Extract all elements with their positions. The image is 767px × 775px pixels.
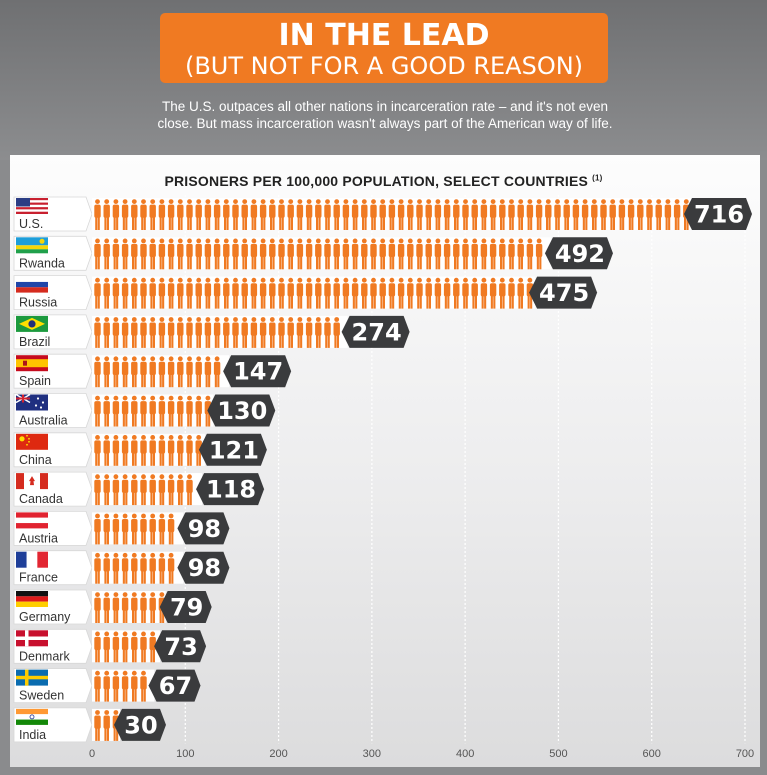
x-tick-label: 400	[456, 748, 474, 760]
country-label: France	[19, 571, 58, 585]
intro-text: The U.S. outpaces all other nations in i…	[100, 98, 670, 132]
bar-row: U.S. 716	[13, 196, 752, 232]
country-label: Russia	[19, 296, 57, 310]
country-label: Canada	[19, 492, 63, 506]
bar-row: France 98	[13, 550, 230, 586]
us-flag-icon	[16, 198, 48, 214]
bar	[92, 473, 203, 506]
country-label: Australia	[19, 414, 68, 428]
value-tag	[223, 355, 292, 388]
rwanda-flag-icon	[16, 237, 48, 254]
country-label: U.S.	[19, 217, 43, 231]
spain-flag-icon	[16, 355, 48, 372]
chart-title: PRISONERS PER 100,000 POPULATION, SELECT…	[164, 173, 603, 189]
bar-row: Brazil 274	[13, 314, 410, 350]
data-label: 716	[694, 201, 744, 229]
value-tag	[207, 394, 276, 427]
value-tag	[544, 237, 613, 270]
value-tag	[196, 473, 265, 506]
brazil-flag-icon	[16, 315, 48, 332]
bar-row: Australia 130	[13, 393, 276, 428]
country-label: Rwanda	[19, 256, 65, 270]
value-tag	[684, 198, 752, 230]
canada-flag-icon	[16, 473, 48, 490]
france-flag-icon	[16, 551, 48, 568]
value-tag	[148, 669, 201, 702]
value-tag	[154, 630, 207, 663]
x-tick-label: 300	[363, 748, 381, 760]
austria-flag-icon	[16, 512, 48, 529]
bar-row: China 121	[13, 432, 267, 468]
data-label: 118	[206, 476, 256, 504]
germany-flag-icon	[16, 591, 48, 607]
value-tag	[177, 551, 230, 584]
data-label: 147	[233, 358, 283, 386]
bar-row: Sweden 67	[13, 668, 201, 703]
bar-row: Austria 98	[13, 511, 230, 546]
denmark-flag-icon	[16, 630, 48, 647]
data-label: 475	[539, 279, 589, 307]
x-tick-label: 500	[549, 748, 567, 760]
chart-title-note: (1)	[592, 173, 603, 183]
country-label: Denmark	[19, 649, 70, 663]
country-label: India	[19, 728, 46, 742]
bar	[92, 276, 536, 309]
value-tag	[177, 512, 230, 545]
bar-row: Rwanda 492	[13, 235, 613, 271]
x-tick-label: 200	[269, 748, 287, 760]
country-label: Sweden	[19, 689, 64, 703]
bar-row: India 30	[13, 707, 166, 743]
value-tag	[159, 591, 212, 623]
page-title: IN THE LEAD	[278, 18, 490, 53]
value-tag	[341, 315, 410, 348]
country-label: Brazil	[19, 335, 50, 349]
value-tag	[198, 433, 267, 466]
data-label: 67	[159, 672, 192, 700]
intro-line-1: The U.S. outpaces all other nations in i…	[161, 99, 609, 114]
bar-row: Russia 475	[13, 275, 598, 310]
data-label: 73	[164, 633, 197, 661]
data-label: 30	[124, 711, 157, 739]
bar-row: Denmark 73	[13, 628, 207, 664]
country-label: Germany	[19, 610, 71, 624]
country-label: China	[19, 453, 52, 467]
intro-line-2: close. But mass incarceration wasn't alw…	[157, 116, 613, 131]
bar	[92, 433, 205, 466]
x-tick-label: 100	[176, 748, 194, 760]
bar-row: Canada 118	[13, 471, 265, 507]
value-tag	[113, 708, 166, 741]
x-tick-label: 600	[643, 748, 661, 760]
x-tick-label: 0	[89, 748, 95, 760]
title-banner: IN THE LEAD (BUT NOT FOR A GOOD REASON)	[160, 13, 608, 83]
bar-row: Spain 147	[13, 353, 292, 389]
x-tick-label: 700	[736, 748, 754, 760]
data-label: 492	[555, 240, 605, 268]
data-label: 130	[217, 397, 267, 425]
country-label: Austria	[19, 531, 58, 545]
page-subtitle: (BUT NOT FOR A GOOD REASON)	[184, 52, 584, 80]
china-flag-icon	[16, 433, 48, 450]
data-label: 274	[352, 318, 402, 346]
data-label: 98	[188, 515, 221, 543]
value-tag	[529, 276, 598, 309]
data-label: 79	[170, 594, 203, 622]
data-label: 98	[188, 554, 221, 582]
sweden-flag-icon	[16, 669, 48, 686]
country-label: Spain	[19, 374, 51, 388]
australia-flag-icon	[15, 393, 48, 411]
russia-flag-icon	[16, 276, 48, 293]
data-label: 121	[209, 436, 259, 464]
bar-row: Germany 79	[13, 589, 212, 625]
india-flag-icon	[16, 708, 48, 725]
